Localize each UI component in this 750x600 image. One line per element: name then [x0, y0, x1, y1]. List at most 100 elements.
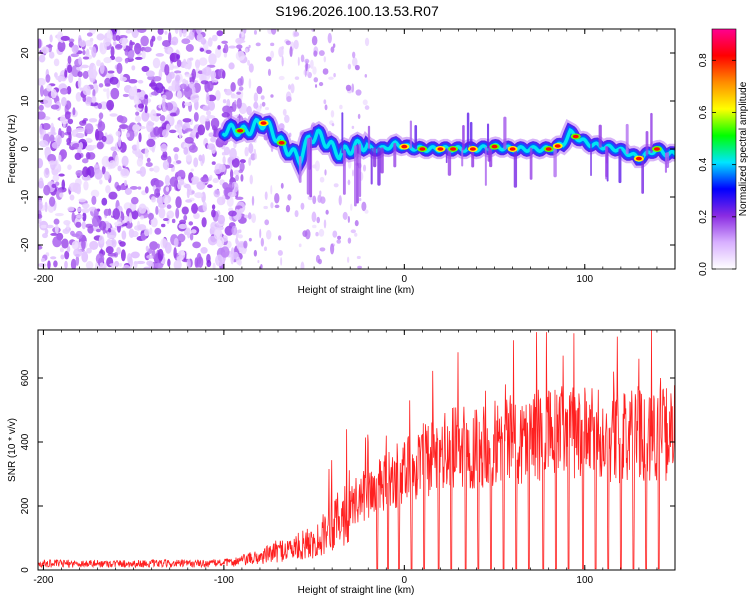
noise-speckle: [192, 203, 198, 214]
noise-speckle: [239, 159, 246, 164]
noise-speckle: [131, 65, 136, 71]
noise-speckle: [87, 225, 94, 234]
noise-speckle: [205, 118, 211, 131]
noise-speckle: [130, 196, 139, 205]
noise-speckle: [138, 89, 146, 100]
noise-speckle: [183, 146, 189, 155]
noise-speckle: [182, 29, 187, 38]
noise-speckle: [170, 167, 175, 172]
noise-speckle: [286, 96, 292, 103]
noise-speckle: [146, 138, 156, 148]
snr-y-axis: 0 200 400 600: [20, 369, 675, 573]
noise-speckle: [85, 137, 92, 142]
noise-speckle: [267, 68, 272, 77]
noise-speckle: [196, 181, 206, 190]
noise-speckle: [121, 230, 127, 240]
noise-speckle: [351, 57, 358, 67]
colorbar-gradient: [711, 28, 737, 270]
noise-speckle: [72, 107, 76, 116]
spectrogram-x-label: Height of straight line (km): [298, 285, 415, 296]
noise-speckle: [149, 82, 158, 87]
noise-speckle: [60, 87, 69, 95]
noise-speckle: [164, 90, 173, 100]
noise-speckle: [137, 186, 142, 190]
noise-speckle: [82, 96, 87, 102]
noise-speckle: [347, 179, 351, 186]
noise-speckle: [250, 153, 256, 161]
noise-speckle: [132, 124, 141, 132]
noise-speckle: [196, 29, 202, 35]
noise-speckle: [182, 58, 187, 67]
noise-speckle: [138, 132, 142, 143]
noise-speckle: [350, 229, 356, 234]
noise-speckle: [338, 195, 342, 206]
y-tick-label: 0: [20, 567, 31, 573]
noise-speckle: [155, 205, 159, 216]
noise-speckle: [323, 56, 327, 63]
noise-speckle: [191, 176, 200, 184]
noise-speckle: [53, 58, 60, 67]
noise-speckle: [342, 211, 348, 220]
noise-speckle: [116, 62, 123, 75]
noise-speckle: [253, 249, 258, 257]
noise-speckle: [247, 212, 252, 220]
noise-speckle: [139, 166, 146, 177]
noise-speckle: [345, 84, 352, 92]
noise-speckle: [362, 99, 368, 106]
noise-speckle: [184, 128, 193, 132]
noise-speckle: [231, 225, 238, 236]
noise-speckle: [164, 30, 168, 35]
noise-speckle: [333, 183, 339, 188]
noise-speckle: [144, 94, 148, 99]
noise-speckle: [302, 230, 308, 237]
noise-speckle: [238, 86, 244, 91]
noise-speckle: [190, 229, 197, 234]
noise-speckle: [263, 205, 268, 210]
noise-speckle: [122, 93, 129, 98]
noise-speckle: [136, 140, 140, 152]
noise-speckle: [143, 266, 151, 269]
noise-speckle: [109, 76, 119, 85]
noise-speckle: [117, 135, 122, 148]
noise-speckle: [312, 164, 317, 169]
noise-speckle: [146, 254, 154, 259]
noise-speckle: [251, 195, 255, 206]
noise-speckle: [75, 132, 85, 138]
noise-speckle: [90, 189, 100, 198]
noise-speckle: [52, 236, 62, 248]
noise-speckle: [150, 217, 158, 228]
noise-speckle: [117, 165, 122, 172]
noise-speckle: [235, 174, 240, 182]
noise-speckle: [68, 131, 72, 143]
noise-speckle: [194, 257, 199, 268]
noise-speckle: [330, 46, 335, 53]
noise-speckle: [58, 154, 62, 162]
noise-speckle: [289, 46, 293, 58]
noise-speckle: [237, 259, 242, 266]
colorbar-tick-label: 0.2: [698, 209, 709, 223]
noise-speckle: [75, 92, 82, 102]
noise-speckle: [122, 264, 131, 269]
noise-speckle: [294, 210, 299, 218]
noise-speckle: [221, 70, 226, 79]
noise-speckle: [347, 215, 350, 224]
noise-speckle: [206, 143, 216, 150]
noise-speckle: [234, 99, 237, 105]
noise-speckle: [64, 250, 70, 260]
noise-speckle: [293, 39, 299, 50]
noise-speckle: [83, 180, 89, 191]
noise-speckle: [126, 125, 135, 132]
noise-speckle: [140, 35, 149, 47]
noise-speckle: [151, 146, 155, 153]
noise-speckle: [229, 147, 237, 160]
noise-speckle: [99, 179, 103, 185]
noise-speckle: [336, 239, 341, 244]
noise-speckle: [177, 181, 182, 190]
noise-speckle: [174, 153, 179, 161]
peak-blob-core: [554, 144, 561, 148]
noise-speckle: [101, 155, 111, 168]
noise-speckle: [182, 78, 187, 85]
noise-speckle: [119, 76, 128, 82]
noise-speckle: [54, 181, 60, 186]
noise-speckle: [78, 198, 87, 203]
